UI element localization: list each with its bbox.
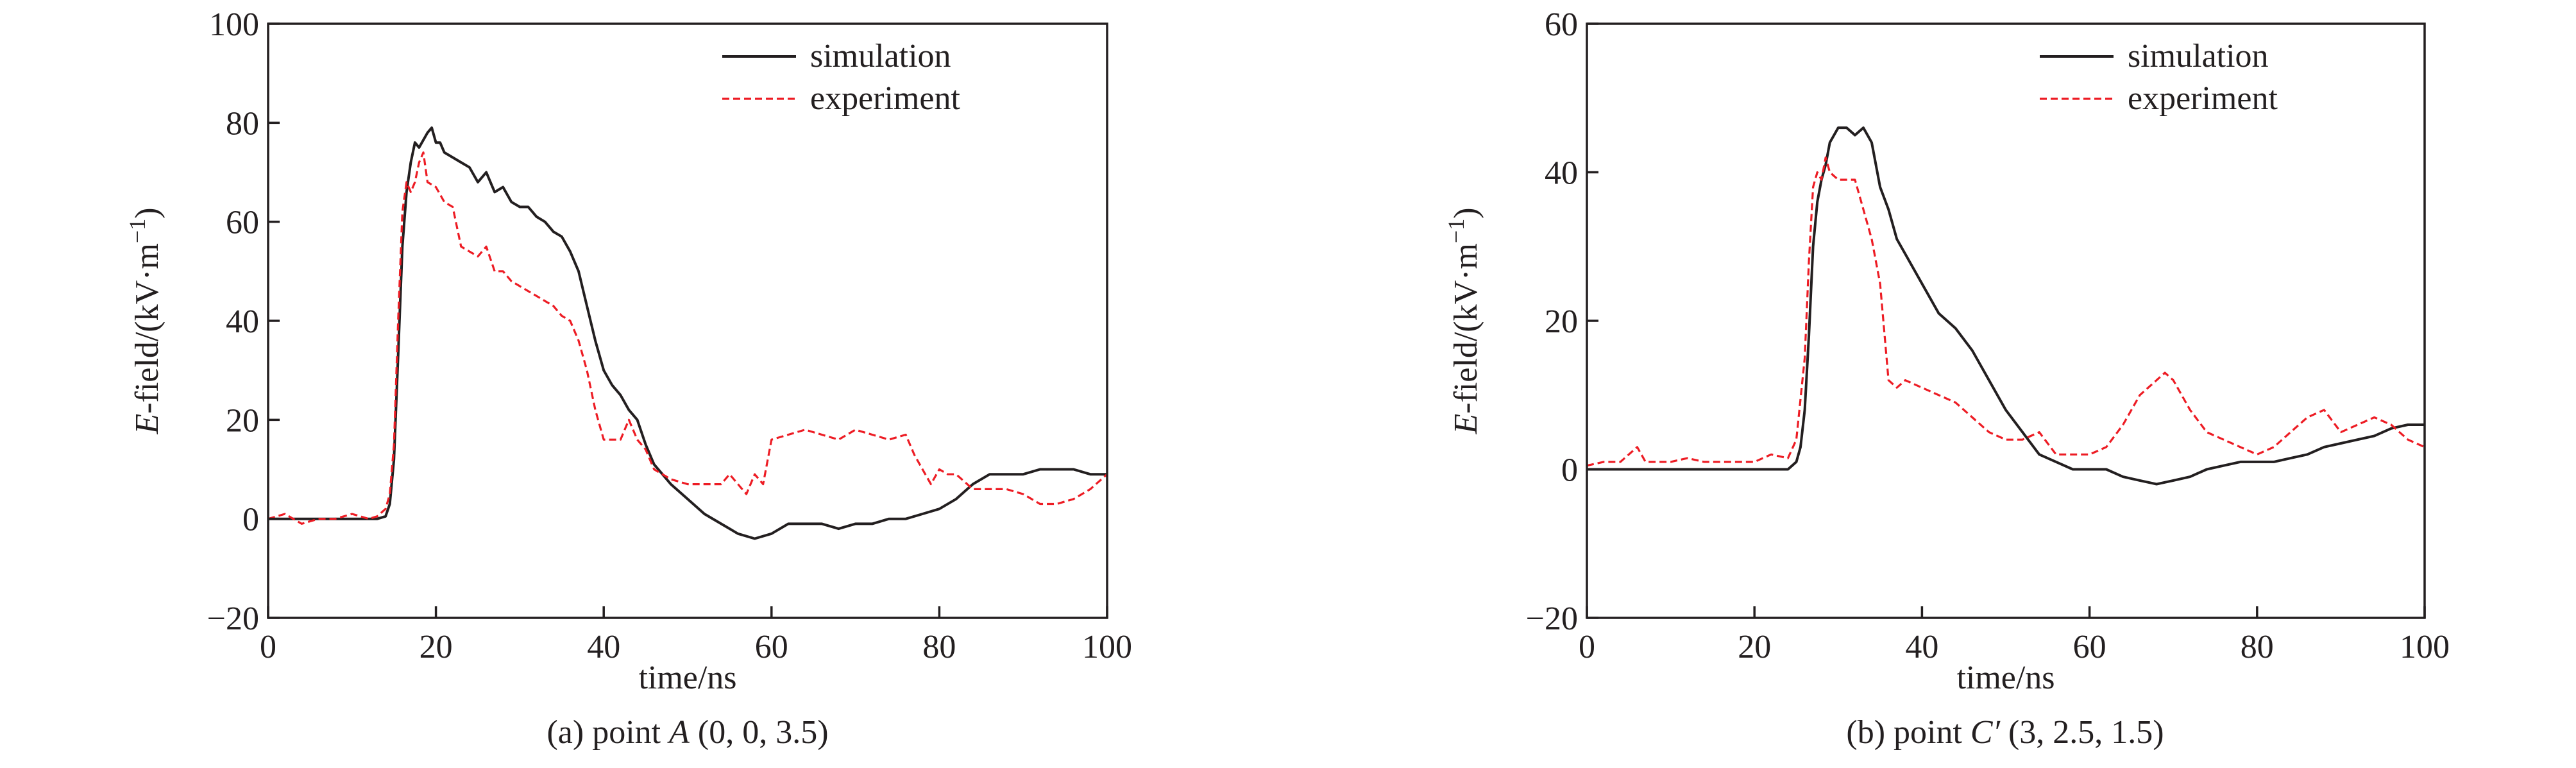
x-tick-label: 40 <box>1905 629 1938 665</box>
series-line-simulation <box>268 126 1107 540</box>
y-tick-label: 40 <box>1545 155 1578 192</box>
x-tick-label: 40 <box>587 629 620 665</box>
y-tick-label: 0 <box>1561 452 1578 489</box>
y-axis-label: E-field/(kV·m−1) <box>1443 207 1484 434</box>
legend-label-simulation: simulation <box>2128 38 2269 74</box>
legend-label-experiment: experiment <box>810 80 960 117</box>
plot-frame <box>1586 22 2426 619</box>
x-tick-label: 20 <box>419 629 453 665</box>
legend-label-experiment: experiment <box>2128 80 2278 117</box>
chart-panel-b: 0 20 40 60 80 100−200204060time/nsE-field/(kV… <box>1443 6 2450 696</box>
y-tick-label: 100 <box>209 6 259 43</box>
series-line-simulation <box>1587 126 2425 486</box>
x-tick-label: 0 <box>1579 629 1595 665</box>
series-line-experiment <box>1587 156 2425 467</box>
y-tick-label: 20 <box>1545 303 1578 340</box>
legend-label-simulation: simulation <box>810 38 951 74</box>
y-tick-label: 0 <box>242 502 259 538</box>
y-tick-label: 80 <box>226 105 259 142</box>
x-tick-label: 60 <box>755 629 788 665</box>
y-tick-label: −20 <box>1526 601 1578 637</box>
y-tick-label: 20 <box>226 402 259 439</box>
plot-frame <box>267 22 1108 619</box>
series-line-experiment <box>268 151 1107 525</box>
x-tick-label: 60 <box>2073 629 2106 665</box>
y-tick-label: 60 <box>226 205 259 241</box>
x-axis-label: time/ns <box>638 660 736 696</box>
chart-panel-a: 0 20 40 60 80 100−20020406080100time/nsE-fiel… <box>124 6 1132 696</box>
x-axis-label: time/ns <box>1956 660 2055 696</box>
y-tick-label: 40 <box>226 303 259 340</box>
y-tick-label: −20 <box>207 601 259 637</box>
y-axis-label: E-field/(kV·m−1) <box>124 207 165 434</box>
x-tick-label: 100 <box>1082 629 1132 665</box>
x-tick-label: 100 <box>2400 629 2450 665</box>
x-tick-label: 0 <box>260 629 276 665</box>
x-tick-label: 80 <box>2241 629 2274 665</box>
figure-caption-b: (b) point C′ (3, 2.5, 1.5) <box>1846 714 2164 751</box>
x-tick-label: 20 <box>1738 629 1771 665</box>
x-tick-label: 80 <box>922 629 956 665</box>
y-tick-label: 60 <box>1545 6 1578 43</box>
figure-caption-a: (a) point A (0, 0, 3.5) <box>547 714 828 751</box>
